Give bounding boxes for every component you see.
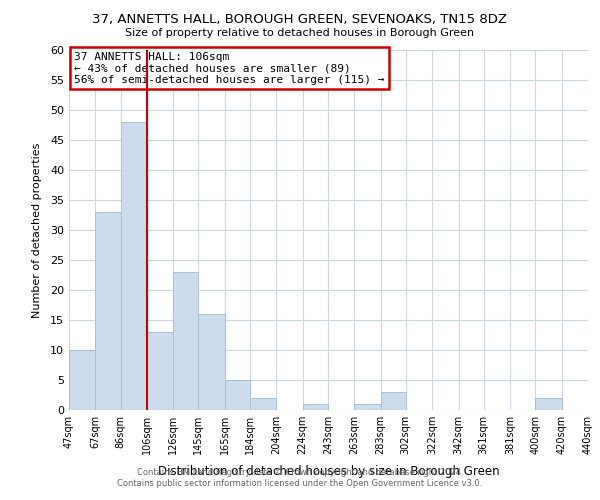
Text: 37 ANNETTS HALL: 106sqm
← 43% of detached houses are smaller (89)
56% of semi-de: 37 ANNETTS HALL: 106sqm ← 43% of detache… [74,52,385,85]
Bar [121,122,147,410]
Bar [173,272,199,410]
Y-axis label: Number of detached properties: Number of detached properties [32,142,41,318]
X-axis label: Distribution of detached houses by size in Borough Green: Distribution of detached houses by size … [158,466,499,478]
Bar [303,404,328,410]
Bar [147,332,173,410]
Text: Contains HM Land Registry data © Crown copyright and database right 2024.
Contai: Contains HM Land Registry data © Crown c… [118,468,482,487]
Text: 37, ANNETTS HALL, BOROUGH GREEN, SEVENOAKS, TN15 8DZ: 37, ANNETTS HALL, BOROUGH GREEN, SEVENOA… [92,12,508,26]
Text: Size of property relative to detached houses in Borough Green: Size of property relative to detached ho… [125,28,475,38]
Bar [69,350,95,410]
Bar [354,404,380,410]
Bar [225,380,250,410]
Bar [380,392,406,410]
Bar [535,398,562,410]
Bar [250,398,277,410]
Bar [95,212,121,410]
Bar [199,314,225,410]
